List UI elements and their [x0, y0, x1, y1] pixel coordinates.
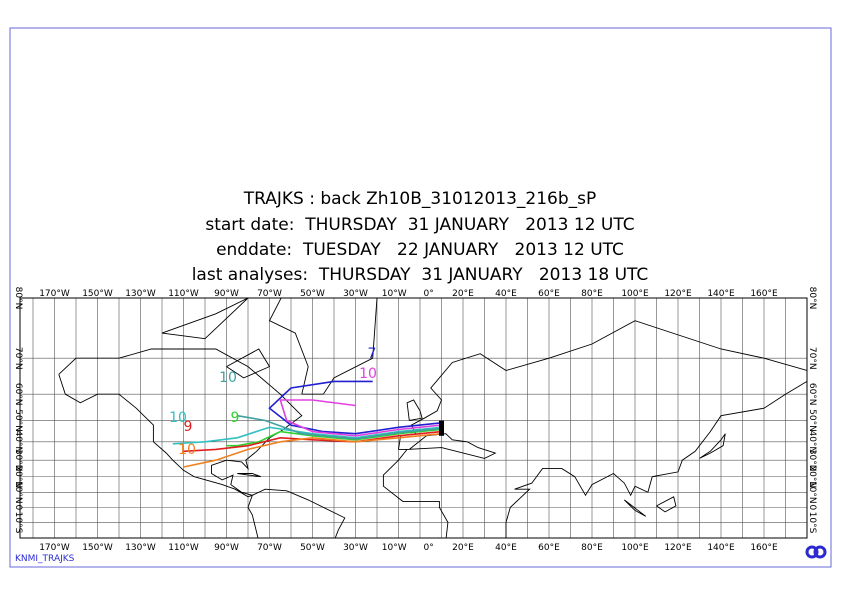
- trajectory-label: 9: [231, 410, 240, 426]
- map-border: [19, 297, 808, 539]
- latitude-label: 60°N: [13, 383, 23, 406]
- longitude-label: 80°E: [581, 543, 603, 553]
- footer-text: KNMI_TRAJKS: [15, 554, 75, 564]
- latitude-label: 70°N: [807, 347, 817, 370]
- latitude-label: 40°N: [13, 430, 23, 453]
- trajectory: [226, 428, 442, 447]
- longitude-label: 70°W: [257, 543, 282, 553]
- longitude-label: 40°E: [495, 289, 517, 299]
- coastline: [161, 298, 249, 340]
- trajectory: [183, 432, 442, 468]
- trajectory-label: 10: [178, 442, 196, 458]
- longitude-label: 20°E: [452, 289, 474, 299]
- longitude-label: 50°W: [300, 543, 325, 553]
- trajectory-label: 9: [184, 419, 193, 435]
- longitude-label: 50°W: [300, 289, 325, 299]
- map: 71010991010170°W170°W150°W150°W130°W130°…: [13, 287, 817, 553]
- longitude-label: 30°W: [343, 289, 368, 299]
- latitude-label: 10°N: [807, 481, 817, 504]
- longitude-label: 20°E: [452, 543, 474, 553]
- subtitle: start date: THURSDAY 31 JANUARY 2013 12 …: [205, 215, 634, 235]
- longitude-label: 120°E: [664, 289, 692, 299]
- longitude-label: 90°W: [214, 289, 239, 299]
- longitude-label: 100°E: [621, 543, 649, 553]
- coastline: [406, 399, 423, 421]
- logo: [805, 545, 827, 559]
- latitude-label: 80°N: [13, 287, 23, 310]
- map-content: [20, 298, 807, 538]
- latitude-label: 0: [807, 505, 817, 511]
- longitude-label: 80°E: [581, 289, 603, 299]
- longitude-label: 60°E: [538, 543, 560, 553]
- trajectory: [237, 414, 442, 440]
- latitude-label: 10°S: [13, 512, 23, 534]
- trajectory-label: 10: [169, 410, 187, 426]
- subtitle: enddate: TUESDAY 22 JANUARY 2013 12 UTC: [216, 240, 624, 260]
- longitude-label: 150°W: [82, 289, 113, 299]
- longitude-label: 40°E: [495, 543, 517, 553]
- longitude-label: 120°E: [664, 543, 692, 553]
- longitude-label: 160°E: [750, 543, 778, 553]
- longitude-label: 110°W: [168, 289, 199, 299]
- longitude-label: 60°E: [538, 289, 560, 299]
- trajectory: [279, 399, 442, 437]
- longitude-label: 170°W: [39, 289, 70, 299]
- coastline: [382, 320, 807, 538]
- latitude-label: 50°N: [13, 409, 23, 432]
- longitude-label: 140°E: [707, 289, 735, 299]
- longitude-label: 10°W: [382, 289, 407, 299]
- longitude-label: 140°E: [707, 543, 735, 553]
- latitude-label: 30°N: [13, 449, 23, 472]
- trajectory: [268, 380, 442, 435]
- subtitle: last analyses: THURSDAY 31 JANUARY 2013 …: [192, 265, 649, 285]
- coastline: [226, 348, 271, 379]
- longitude-label: 150°W: [82, 543, 113, 553]
- latitude-label: 10°S: [807, 512, 817, 534]
- latitude-label: 20°N: [13, 465, 23, 488]
- longitude-label: 90°W: [214, 543, 239, 553]
- longitude-label: 0°: [423, 289, 433, 299]
- latitude-label: 20°N: [807, 465, 817, 488]
- coastline: [623, 499, 647, 517]
- trajectory-label: 10: [219, 370, 237, 386]
- latitude-label: 70°N: [13, 347, 23, 370]
- coastline: [247, 488, 346, 538]
- trajectory-label: 7: [368, 346, 377, 362]
- coastline: [268, 298, 378, 395]
- coastline: [656, 496, 677, 513]
- latitude-label: 10°N: [13, 481, 23, 504]
- latitude-label: 80°N: [807, 287, 817, 310]
- longitude-label: 100°E: [621, 289, 649, 299]
- longitude-label: 170°W: [39, 543, 70, 553]
- latitude-label: 0: [13, 505, 23, 511]
- coastline: [58, 348, 303, 498]
- coastline: [699, 433, 726, 459]
- longitude-label: 0°: [423, 543, 433, 553]
- longitude-label: 130°W: [125, 289, 156, 299]
- longitude-label: 110°W: [168, 543, 199, 553]
- longitude-label: 160°E: [750, 289, 778, 299]
- latitude-label: 30°N: [807, 449, 817, 472]
- longitude-label: 70°W: [257, 289, 282, 299]
- longitude-label: 30°W: [343, 543, 368, 553]
- title: TRAJKS : back Zh10B_31012013_216b_sP: [243, 189, 597, 209]
- trajectory-label: 10: [359, 366, 377, 382]
- longitude-label: 10°W: [382, 543, 407, 553]
- latitude-label: 60°N: [807, 383, 817, 406]
- longitude-label: 130°W: [125, 543, 156, 553]
- latitude-label: 50°N: [807, 409, 817, 432]
- latitude-label: 40°N: [807, 430, 817, 453]
- trajectory: [183, 430, 442, 453]
- coastline: [237, 473, 262, 478]
